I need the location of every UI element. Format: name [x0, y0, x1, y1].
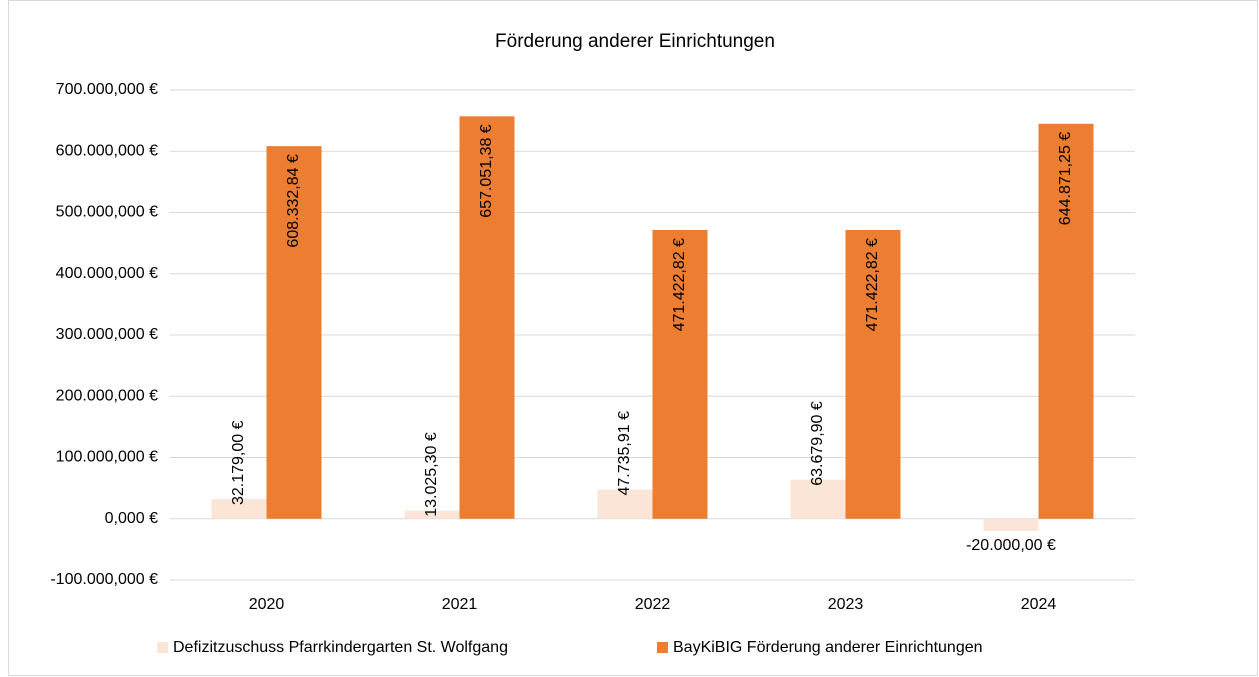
- bar: [211, 499, 267, 519]
- x-tick-label: 2024: [1021, 596, 1057, 613]
- legend-swatch: [157, 642, 168, 653]
- legend-label: Defizitzuschuss Pfarrkindergarten St. Wo…: [173, 639, 508, 656]
- y-tick-label: 400.000,000 €: [56, 265, 158, 282]
- data-label: 47.735,91 €: [616, 411, 633, 496]
- data-label: 13.025,30 €: [423, 432, 440, 517]
- data-label: 63.679,90 €: [809, 401, 826, 486]
- bar: [790, 479, 846, 519]
- data-label: 32.179,00 €: [230, 420, 247, 505]
- data-label: 657.051,38 €: [478, 124, 495, 218]
- y-tick-label: 500.000,000 €: [56, 204, 158, 221]
- data-label: 471.422,82 €: [864, 238, 881, 332]
- x-tick-label: 2021: [442, 596, 478, 613]
- bar: [597, 489, 653, 519]
- bar: [459, 116, 515, 519]
- y-tick-label: 600.000,000 €: [56, 142, 158, 159]
- x-tick-label: 2022: [635, 596, 671, 613]
- bar: [404, 510, 460, 519]
- y-tick-label: 700.000,000 €: [56, 81, 158, 98]
- bar: [652, 230, 708, 519]
- bar: [1038, 123, 1094, 519]
- y-tick-label: 300.000,000 €: [56, 326, 158, 343]
- y-tick-label: -100.000,000 €: [50, 571, 158, 588]
- legend-label: BayKiBIG Förderung anderer Einrichtungen: [673, 639, 983, 656]
- y-tick-label: 0,000 €: [105, 510, 158, 527]
- y-tick-label: 100.000,000 €: [56, 449, 158, 466]
- y-tick-label: 200.000,000 €: [56, 387, 158, 404]
- data-label: -20.000,00 €: [966, 537, 1056, 554]
- bar: [845, 230, 901, 519]
- legend-swatch: [657, 642, 668, 653]
- x-tick-label: 2020: [249, 596, 285, 613]
- data-label: 471.422,82 €: [671, 238, 688, 332]
- bar: [266, 146, 322, 519]
- x-tick-label: 2023: [828, 596, 864, 613]
- bar: [983, 518, 1039, 531]
- data-label: 608.332,84 €: [285, 154, 302, 248]
- chart-title: Förderung anderer Einrichtungen: [495, 31, 775, 52]
- data-label: 644.871,25 €: [1057, 132, 1074, 226]
